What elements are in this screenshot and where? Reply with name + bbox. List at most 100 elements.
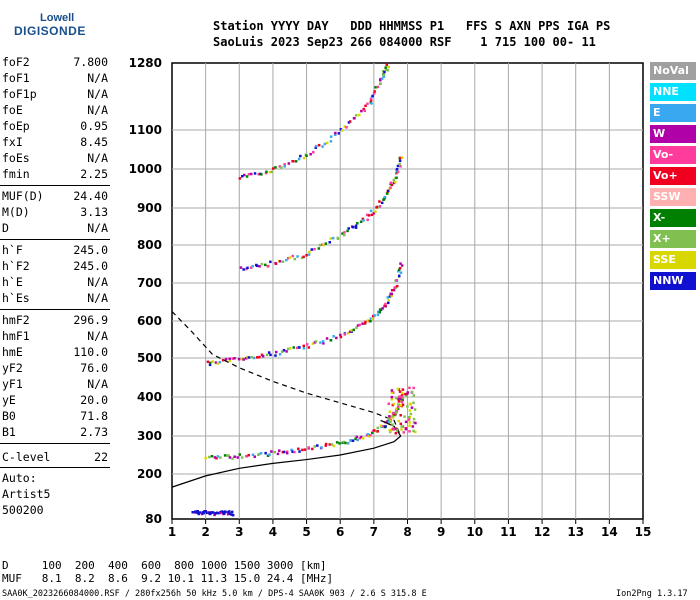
echo-point — [278, 260, 282, 263]
echo-point — [265, 170, 268, 174]
echo-point — [410, 390, 414, 394]
echo-point — [200, 512, 204, 516]
param-name: h`Es — [2, 291, 30, 305]
separator-line — [0, 443, 110, 444]
echo-point — [366, 102, 369, 106]
param-name: foEp — [2, 119, 30, 133]
echo-point — [399, 397, 403, 401]
echo-point — [392, 178, 396, 182]
echo-point — [390, 398, 394, 401]
echo-point — [329, 140, 333, 143]
echo-point — [401, 403, 405, 406]
echo-point — [191, 510, 194, 514]
echo-point — [358, 436, 362, 440]
echo-point — [389, 419, 392, 422]
echo-point — [400, 400, 404, 404]
echo-point — [387, 301, 390, 305]
echo-point — [325, 141, 329, 145]
echo-point — [315, 144, 318, 148]
param-fmin: fmin 2.25 — [2, 167, 108, 183]
y-tick-label: 1000 — [129, 162, 162, 176]
echo-point — [408, 402, 412, 406]
param-foe: foE N/A — [2, 103, 108, 119]
param-value: N/A — [87, 221, 108, 235]
echo-point — [379, 424, 383, 428]
legend-nnw: NNW — [650, 272, 696, 290]
echo-point — [294, 160, 298, 163]
legend-sse: SSE — [650, 251, 696, 269]
echo-point — [208, 363, 212, 367]
echo-point — [228, 357, 231, 360]
y-tick-label: 1100 — [129, 123, 162, 137]
echo-point — [356, 438, 359, 442]
echo-point — [387, 418, 391, 422]
echo-point — [411, 425, 415, 428]
x-tick-label: 5 — [302, 525, 310, 539]
echo-point — [325, 337, 329, 340]
echo-point — [354, 114, 358, 117]
echo-point — [390, 389, 394, 392]
legend-noval: NoVal — [650, 62, 696, 80]
param-b1: B1 2.73 — [2, 425, 108, 441]
echo-point — [223, 512, 226, 515]
echo-point — [332, 444, 336, 448]
x-tick-label: 10 — [466, 525, 483, 539]
echo-point — [291, 254, 294, 258]
echo-point — [383, 70, 386, 74]
echo-point — [307, 446, 310, 449]
echo-point — [406, 391, 410, 394]
legend-vo-minus: Vo- — [650, 146, 696, 164]
echo-point — [258, 355, 261, 359]
echo-point — [397, 403, 400, 406]
echo-point — [216, 455, 220, 458]
echo-point — [247, 356, 251, 359]
echo-point — [369, 319, 372, 323]
echo-point — [197, 512, 201, 516]
param-value: 296.9 — [73, 313, 108, 327]
echo-point — [259, 451, 263, 455]
echo-point — [399, 262, 402, 265]
echo-point — [233, 455, 236, 458]
echo-point — [343, 125, 347, 128]
echo-point — [238, 453, 242, 456]
y-tick-label: 1280 — [129, 56, 162, 70]
echo-point — [361, 437, 365, 440]
echo-point — [351, 439, 355, 442]
echo-point — [359, 435, 363, 439]
echo-point — [395, 167, 399, 171]
echo-point — [396, 387, 400, 391]
param-value: N/A — [87, 377, 108, 391]
param-name: yF1 — [2, 377, 23, 391]
echo-point — [274, 350, 278, 354]
echo-point — [378, 205, 382, 208]
echo-point — [202, 511, 205, 515]
echo-point — [328, 443, 332, 446]
echo-point — [302, 156, 306, 160]
echo-point — [393, 180, 397, 184]
echo-point — [239, 266, 243, 269]
echo-point — [394, 427, 397, 431]
echo-point — [397, 268, 401, 272]
echo-point — [399, 165, 402, 168]
echo-point — [391, 423, 394, 427]
echo-point — [370, 102, 373, 105]
echo-point — [205, 511, 209, 515]
param-name: foEs — [2, 151, 30, 165]
echo-point — [329, 135, 333, 138]
echo-point — [308, 250, 311, 254]
legend-x-plus: X+ — [650, 230, 696, 248]
param-mufd: MUF(D) 24.40 — [2, 189, 108, 205]
echo-point — [345, 126, 348, 129]
echo-point — [300, 256, 304, 260]
echo-point — [395, 410, 399, 413]
echo-point — [412, 401, 415, 405]
echo-point — [348, 330, 352, 333]
echo-point — [314, 340, 318, 343]
echo-point — [372, 92, 376, 95]
echo-point — [390, 416, 394, 419]
echo-point — [307, 253, 311, 256]
y-tick-label: 400 — [137, 390, 162, 404]
echo-point — [389, 428, 393, 432]
echo-point — [206, 360, 210, 364]
echo-point — [245, 454, 249, 458]
